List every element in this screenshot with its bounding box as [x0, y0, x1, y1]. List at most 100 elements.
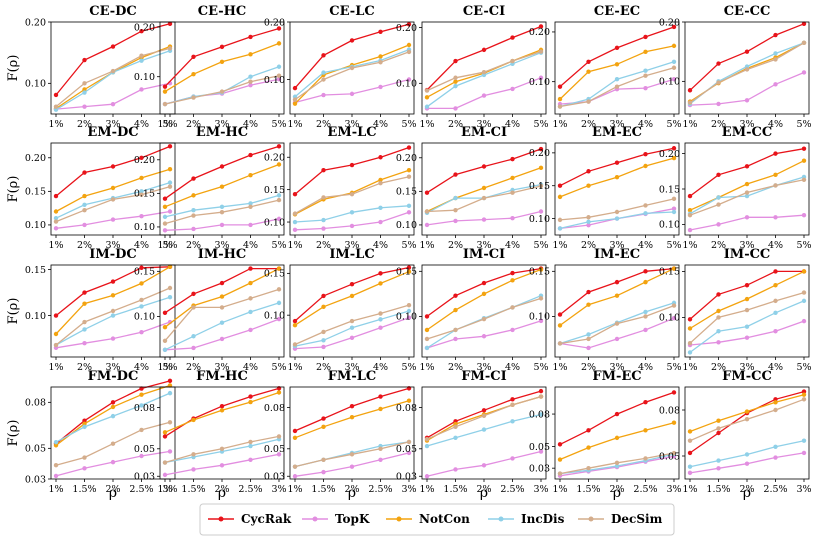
data-point-notcon	[643, 49, 648, 55]
data-point-topk	[219, 336, 225, 342]
data-point-notcon	[671, 420, 677, 425]
data-point-cycrak	[716, 172, 721, 178]
data-point-notcon	[82, 421, 87, 426]
data-point-topk	[424, 222, 430, 228]
data-point-notcon	[801, 269, 807, 274]
data-point-cycrak	[801, 21, 807, 26]
data-point-incdis	[716, 195, 721, 200]
data-point-cycrak	[219, 44, 225, 50]
x-tick-label: 1%	[157, 119, 172, 130]
data-point-notcon	[162, 204, 168, 209]
x-axis-label: ρ	[480, 485, 488, 501]
data-point-notcon	[406, 168, 412, 173]
data-point-cycrak	[538, 24, 544, 29]
data-point-cycrak	[219, 404, 225, 409]
data-point-incdis	[716, 329, 721, 334]
data-point-cycrak	[110, 44, 116, 49]
data-point-notcon	[586, 302, 591, 307]
data-point-cycrak	[643, 151, 648, 157]
data-point-notcon	[614, 62, 620, 67]
data-point-cycrak	[481, 280, 487, 286]
series-line-cycrak	[689, 148, 805, 197]
x-tick-label: 2%	[476, 484, 491, 495]
subplot-title: CE-LC	[329, 4, 374, 19]
data-point-decsim	[349, 452, 355, 457]
data-point-cycrak	[167, 144, 173, 149]
data-point-cycrak	[510, 35, 515, 40]
data-point-incdis	[687, 350, 693, 355]
x-tick-label: 3%	[609, 362, 624, 373]
data-point-topk	[643, 85, 648, 91]
data-point-incdis	[671, 59, 677, 64]
data-point-cycrak	[453, 293, 458, 298]
data-point-decsim	[248, 79, 253, 84]
data-point-decsim	[349, 318, 355, 324]
y-tick-label: 0.10	[396, 312, 417, 323]
data-point-incdis	[276, 300, 282, 306]
y-tick-label: 0.15	[25, 187, 46, 198]
data-point-notcon	[453, 79, 458, 84]
data-point-notcon	[687, 429, 693, 434]
data-point-topk	[744, 335, 750, 340]
data-point-cycrak	[349, 38, 355, 43]
data-point-topk	[191, 345, 196, 351]
data-point-decsim	[321, 77, 326, 82]
data-point-topk	[53, 473, 59, 479]
y-tick-label: 0.20	[396, 153, 417, 164]
data-point-notcon	[219, 59, 225, 64]
legend-swatch-marker	[218, 516, 224, 522]
data-point-cycrak	[82, 170, 87, 175]
x-tick-label: 5%	[401, 362, 416, 373]
data-point-cycrak	[82, 57, 87, 63]
subplot-title: EM-CI	[461, 125, 507, 140]
legend-label: IncDis	[521, 512, 565, 526]
data-point-incdis	[139, 189, 144, 194]
data-point-decsim	[276, 287, 282, 292]
data-point-cycrak	[53, 193, 59, 199]
data-point-incdis	[687, 464, 693, 469]
data-point-cycrak	[614, 279, 620, 285]
data-point-cycrak	[139, 155, 144, 160]
data-point-topk	[139, 213, 144, 219]
data-point-incdis	[53, 216, 59, 221]
x-tick-label: 1%	[682, 119, 697, 130]
data-point-topk	[378, 457, 383, 462]
data-point-decsim	[82, 319, 87, 325]
data-point-topk	[453, 467, 458, 472]
x-tick-label: 3%	[271, 484, 286, 495]
x-tick-label: 4%	[243, 119, 258, 130]
y-tick-label: 0.20	[134, 22, 155, 33]
data-point-decsim	[139, 427, 144, 433]
data-point-notcon	[773, 283, 778, 288]
y-tick-label: 0.20	[529, 148, 550, 159]
data-point-incdis	[406, 308, 412, 314]
x-tick-label: 5%	[666, 240, 681, 251]
data-point-notcon	[191, 193, 196, 198]
data-point-cycrak	[481, 47, 487, 53]
data-point-cycrak	[586, 169, 591, 174]
data-point-notcon	[643, 163, 648, 169]
data-point-incdis	[643, 211, 648, 216]
x-tick-label: 3%	[105, 119, 120, 130]
data-point-topk	[321, 344, 326, 350]
data-point-notcon	[276, 390, 282, 395]
data-point-notcon	[481, 185, 487, 191]
x-tick-label: 4%	[638, 362, 653, 373]
subplot-title: CE-CI	[463, 4, 505, 19]
y-tick-label: 0.10	[529, 312, 550, 323]
series-line-notcon	[164, 42, 280, 93]
legend-swatch-marker	[396, 516, 402, 522]
plot-frame	[684, 142, 810, 236]
subplot-title: IM-EC	[594, 247, 640, 262]
x-tick-label: 4%	[638, 240, 653, 251]
data-point-topk	[248, 457, 253, 462]
x-tick-label: 3%	[105, 362, 120, 373]
legend-swatch-marker	[498, 516, 504, 522]
data-point-cycrak	[801, 146, 807, 151]
x-axis-label: ρ	[348, 485, 356, 501]
data-point-topk	[643, 327, 648, 333]
data-point-cycrak	[557, 312, 563, 317]
data-point-incdis	[321, 70, 326, 75]
data-point-incdis	[510, 419, 515, 424]
